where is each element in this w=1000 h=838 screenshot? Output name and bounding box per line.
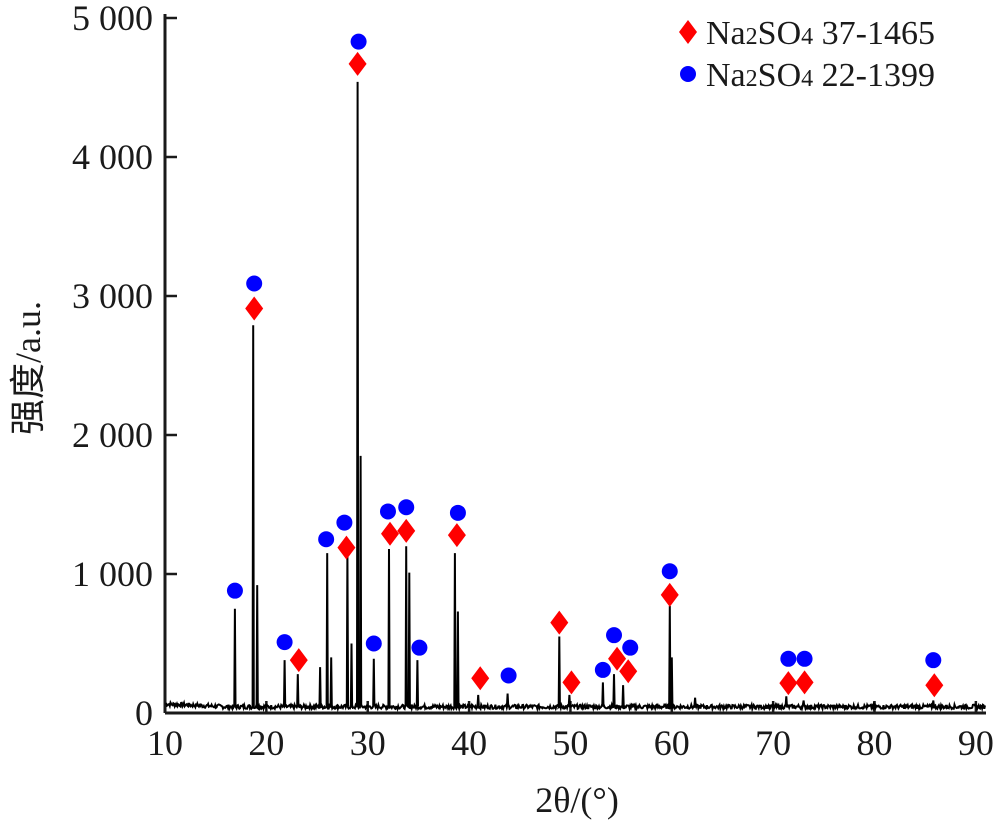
legend-text-part: Na: [706, 15, 746, 52]
axes: 0 1 000 2 000 3 000 4 000 5 000 10 20 30 40 50 60 70…: [72, 0, 994, 763]
circle-marker: [449, 504, 466, 521]
diamond-marker: [397, 518, 416, 543]
circle-marker: [398, 499, 415, 516]
xrd-trace: [165, 81, 986, 713]
legend-text-part: 37-1465: [813, 15, 935, 52]
diamond-marker: [447, 523, 466, 548]
legend-diamond-icon: [679, 20, 697, 44]
legend-entry: Na2SO4 22-1399: [680, 57, 935, 94]
diamond-marker: [779, 671, 798, 696]
xrd-trace-line: [165, 81, 986, 713]
y-tick-label: 1 000: [72, 554, 153, 594]
x-axis-title: 2θ/(°): [535, 780, 619, 820]
legend-text-part: SO: [758, 15, 801, 52]
legend-text-part: SO: [758, 57, 801, 94]
x-tick-label: 30: [350, 723, 386, 763]
axis-titles: 2θ/(°) 强度/a.u.: [8, 301, 619, 820]
legend-label: Na2SO4 37-1465: [706, 15, 935, 52]
circle-marker: [350, 33, 367, 50]
circle-marker: [379, 503, 396, 520]
legend-entry: Na2SO4 37-1465: [679, 15, 935, 52]
diamond-marker: [925, 673, 944, 698]
y-axis-title: 强度/a.u.: [8, 301, 48, 435]
y-tick-label: 3 000: [72, 276, 153, 316]
circle-marker: [411, 639, 428, 656]
diamond-marker: [471, 666, 490, 691]
y-tick-label: 0: [135, 693, 153, 733]
diamond-marker: [550, 610, 569, 635]
diamond-marker: [660, 582, 679, 607]
circle-marker: [796, 650, 813, 667]
circle-marker: [594, 661, 611, 678]
circle-marker: [661, 563, 678, 580]
legend-subscript: 2: [746, 66, 758, 92]
circle-marker: [500, 667, 517, 684]
x-tick-label: 20: [248, 723, 284, 763]
legend-label: Na2SO4 22-1399: [706, 57, 935, 94]
x-tick-label: 10: [147, 723, 183, 763]
circle-marker: [925, 652, 942, 669]
legend-text-part: Na: [706, 57, 746, 94]
y-tick-label: 2 000: [72, 415, 153, 455]
x-tick-label: 50: [552, 723, 588, 763]
x-tick-label: 90: [958, 723, 994, 763]
legend-subscript: 2: [746, 24, 758, 50]
circle-marker: [276, 634, 293, 651]
circle-marker: [780, 650, 797, 667]
diamond-marker: [619, 659, 638, 684]
circle-marker: [622, 639, 639, 656]
legend-subscript: 4: [801, 24, 813, 50]
diamond-marker: [562, 670, 581, 695]
circle-marker: [336, 514, 353, 531]
circle-marker: [318, 531, 335, 548]
diamond-marker: [245, 296, 264, 321]
legend-circle-icon: [680, 66, 696, 82]
circle-marker: [246, 275, 263, 292]
x-tick-label: 70: [755, 723, 791, 763]
y-tick-label: 4 000: [72, 137, 153, 177]
x-tick-label: 60: [654, 723, 690, 763]
y-tick-label: 5 000: [72, 0, 153, 38]
legend-subscript: 4: [801, 66, 813, 92]
legend-text-part: 22-1399: [813, 57, 935, 94]
diamond-marker: [348, 51, 367, 76]
circle-marker: [606, 627, 623, 644]
diamond-marker: [608, 646, 627, 671]
circle-marker: [226, 582, 243, 599]
x-tick-label: 40: [451, 723, 487, 763]
diamond-marker: [289, 648, 308, 673]
phase-markers: [226, 33, 944, 698]
x-tick-label: 80: [857, 723, 893, 763]
diamond-marker: [337, 535, 356, 560]
diamond-marker: [381, 521, 400, 546]
circle-marker: [365, 635, 382, 652]
diamond-marker: [795, 670, 814, 695]
